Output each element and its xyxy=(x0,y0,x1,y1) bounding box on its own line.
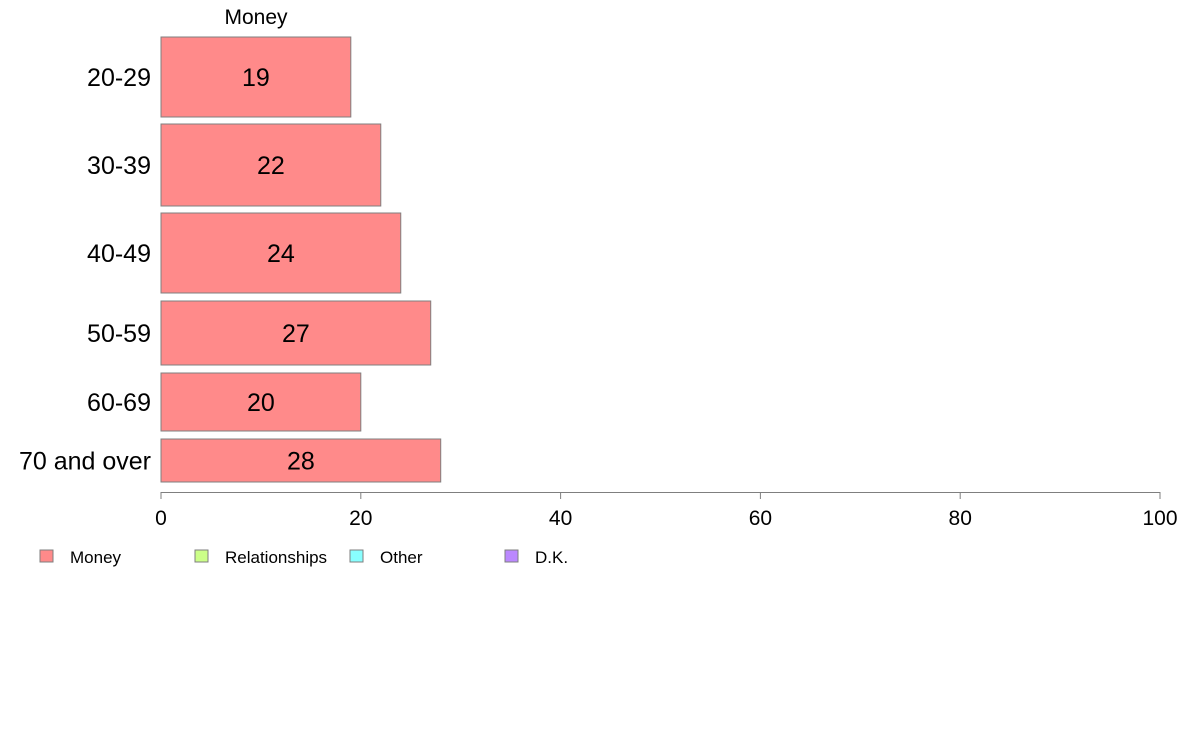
category-label: 40-49 xyxy=(87,240,151,268)
bar xyxy=(160,212,402,294)
x-tick-label: 40 xyxy=(549,507,572,530)
category-label: 70 and over xyxy=(19,448,151,476)
data-label: 20 xyxy=(247,389,275,417)
legend-label: D.K. xyxy=(535,548,568,567)
bar xyxy=(160,438,442,483)
data-label: 24 xyxy=(267,240,295,268)
x-tick-label: 0 xyxy=(155,507,167,530)
category-label: 60-69 xyxy=(87,389,151,417)
legend-swatch xyxy=(504,549,519,563)
bar xyxy=(160,123,382,207)
legend-label: Relationships xyxy=(225,548,327,567)
bar xyxy=(160,372,362,432)
data-label: 19 xyxy=(242,64,270,92)
legend: Money Relationships Other D.K. xyxy=(39,548,568,567)
x-tick-label: 100 xyxy=(1142,507,1177,530)
x-axis: 0 20 40 60 80 100 xyxy=(155,492,1178,530)
data-label: 28 xyxy=(287,448,315,476)
x-tick-label: 60 xyxy=(749,507,772,530)
data-label: 27 xyxy=(282,320,310,348)
bar xyxy=(160,36,352,118)
legend-label: Money xyxy=(70,548,122,567)
x-tick-label: 20 xyxy=(349,507,372,530)
category-label: 30-39 xyxy=(87,152,151,180)
legend-swatch xyxy=(194,549,209,563)
category-labels: 20-29 30-39 40-49 50-59 60-69 70 and over xyxy=(19,64,151,476)
bars: 19 22 24 27 20 28 xyxy=(160,36,442,483)
category-label: 20-29 xyxy=(87,64,151,92)
legend-swatch xyxy=(349,549,364,563)
column-label: Money xyxy=(224,6,288,29)
legend-swatch xyxy=(39,549,54,563)
legend-label: Other xyxy=(380,548,423,567)
category-label: 50-59 xyxy=(87,320,151,348)
data-label: 22 xyxy=(257,152,285,180)
bar xyxy=(160,300,432,366)
x-tick-label: 80 xyxy=(949,507,972,530)
